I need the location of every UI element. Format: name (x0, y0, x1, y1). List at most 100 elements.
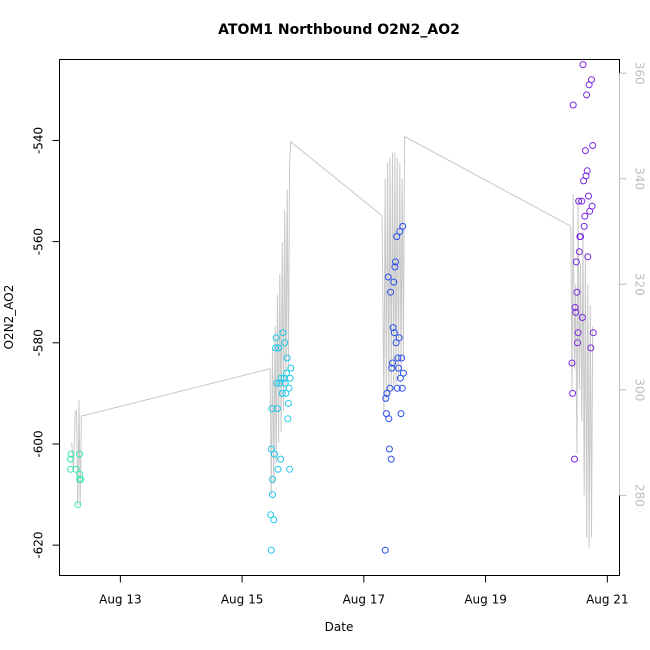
data-point (278, 389, 286, 397)
data-point (395, 334, 403, 342)
data-point (575, 248, 583, 256)
data-point (285, 384, 293, 392)
x-tick-label: Aug 21 (586, 593, 629, 607)
data-point (386, 384, 394, 392)
data-point (284, 400, 292, 407)
y-axis: -540 -560 -580 -600 -620 (32, 127, 60, 559)
data-point (286, 374, 294, 382)
data-point (270, 450, 278, 458)
data-point (583, 91, 591, 99)
data-point (389, 359, 396, 367)
data-point (67, 450, 75, 458)
data-point (571, 303, 579, 311)
data-point (575, 197, 583, 205)
y-tick-label: -620 (32, 532, 46, 559)
data-point (390, 278, 398, 286)
data-point (277, 374, 285, 382)
data-point (277, 455, 284, 463)
data-point (72, 465, 80, 473)
data-point (286, 465, 294, 473)
data-point (391, 263, 399, 271)
y-axis-label: O2N2_AO2 (2, 285, 16, 350)
data-point (589, 329, 597, 337)
data-point (385, 445, 393, 453)
data-point (393, 384, 401, 392)
data-point (572, 308, 580, 316)
data-point (269, 491, 276, 499)
data-point (385, 415, 393, 423)
data-point (273, 405, 281, 413)
data-point (389, 324, 397, 332)
data-point (76, 450, 84, 458)
data-point (580, 222, 588, 230)
data-point (67, 465, 74, 473)
data-point (396, 374, 404, 382)
data-point (584, 253, 592, 261)
data-point (283, 369, 290, 377)
data-point (395, 364, 402, 372)
y-right-tick-label: 360 (633, 62, 647, 85)
y-tick-label: -560 (32, 228, 46, 255)
data-point (279, 329, 287, 337)
y-right-tick-label: 300 (633, 378, 647, 401)
data-point (572, 258, 580, 266)
y-tick-label: -580 (32, 329, 46, 356)
x-axis-label: Date (325, 620, 354, 634)
data-point (392, 258, 399, 266)
data-point (583, 167, 591, 175)
data-point (274, 465, 282, 473)
data-point (282, 389, 290, 397)
data-point (388, 364, 396, 372)
data-point (67, 455, 74, 463)
data-point (578, 197, 586, 205)
x-tick-label: Aug 13 (99, 593, 142, 607)
data-point (272, 344, 280, 352)
data-point (77, 475, 85, 483)
data-point (568, 359, 576, 367)
x-tick-label: Aug 19 (464, 593, 507, 607)
data-point (387, 455, 395, 463)
data-point (571, 455, 578, 463)
secondary-line-layer (71, 135, 594, 549)
data-point (588, 202, 596, 210)
points-layer (67, 61, 597, 554)
data-point (396, 228, 404, 235)
data-point (74, 501, 82, 509)
data-point (585, 192, 592, 200)
y-right-tick-label: 320 (633, 273, 647, 296)
data-point (579, 61, 587, 69)
data-point (387, 288, 395, 296)
data-point (272, 334, 280, 342)
data-point (284, 415, 292, 423)
y-right-tick-label: 280 (633, 484, 647, 507)
data-point (398, 354, 406, 362)
data-point (399, 369, 407, 377)
x-axis: Aug 13 Aug 15 Aug 17 Aug 19 Aug 21 (99, 575, 629, 607)
data-point (581, 212, 589, 220)
data-point (569, 101, 577, 109)
plot-frame (59, 59, 620, 576)
y-tick-label: -540 (32, 127, 46, 154)
data-point (283, 354, 291, 362)
data-point (399, 222, 407, 230)
data-point (382, 394, 390, 402)
data-point (281, 379, 289, 387)
data-point (574, 329, 582, 337)
data-point (390, 329, 398, 337)
data-point (574, 339, 581, 347)
data-point (267, 511, 275, 519)
data-point (587, 344, 595, 352)
data-point (270, 516, 278, 524)
data-point (588, 76, 595, 84)
data-point (589, 142, 597, 149)
data-point (398, 384, 406, 392)
chart-title: ATOM1 Northbound O2N2_AO2 (218, 22, 460, 38)
y-right-tick-label: 340 (633, 167, 647, 190)
data-point (267, 546, 275, 554)
data-point (267, 445, 275, 453)
data-point (582, 172, 590, 180)
data-point (577, 233, 584, 241)
data-point (573, 288, 581, 296)
data-point (275, 344, 283, 352)
